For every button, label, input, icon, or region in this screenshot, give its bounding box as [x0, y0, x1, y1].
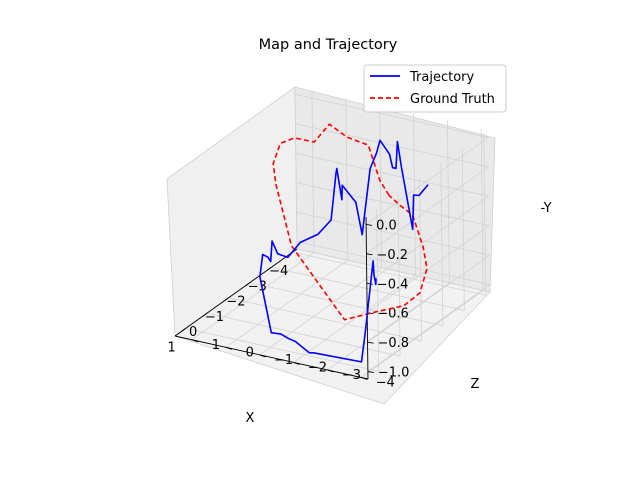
legend-label-trajectory: Trajectory — [409, 70, 474, 85]
x-tick-label-0: −4 — [269, 264, 288, 279]
x-tick-2 — [245, 282, 251, 286]
y-gridline-left-1 — [447, 120, 450, 283]
x-gridline-floor-2 — [249, 282, 443, 326]
z-gridline-left-5 — [295, 94, 489, 138]
z-gridline-back-4 — [366, 166, 489, 255]
z-tick-label-0: −1.0 — [378, 366, 410, 381]
y-tick-4 — [225, 346, 232, 350]
y-tick-label-2: −2 — [308, 360, 327, 375]
z-tick-1 — [367, 341, 374, 344]
y-gridline-floor-4 — [225, 259, 349, 348]
y-gridline-left-4 — [345, 98, 349, 261]
x-tick-5 — [181, 328, 186, 332]
z-tick-label-1: −0.8 — [378, 336, 410, 351]
y-gridline-left-5 — [311, 90, 315, 253]
z-axis-line — [365, 216, 369, 380]
x-gridline-back-4 — [397, 194, 401, 357]
y-tick-label-5: 1 — [212, 338, 220, 353]
x-tick-label-1: −3 — [248, 279, 267, 294]
axes: −4−3−2−101−4−3−2−101−1.0−0.8−0.6−0.4−0.2… — [168, 216, 410, 391]
x-tick-3 — [224, 297, 229, 302]
y-gridline-floor-5 — [191, 252, 315, 341]
x-gridline-floor-5 — [185, 328, 379, 372]
x-axis-label: X — [246, 411, 255, 426]
y-tick-0 — [361, 377, 368, 380]
y-gridline-floor-2 — [293, 275, 416, 363]
x-gridline-back-5 — [376, 209, 380, 372]
y-axis-label: Z — [471, 377, 480, 392]
x-axis-line — [174, 248, 298, 337]
y-gridline-floor-3 — [259, 267, 382, 356]
x-tick-label-2: −2 — [226, 295, 245, 310]
x-tick-label-3: −1 — [205, 310, 224, 325]
x-gridline-floor-3 — [228, 297, 422, 342]
z-tick-label-4: −0.2 — [377, 248, 409, 263]
z-tick-0 — [367, 371, 374, 374]
chart-title: Map and Trajectory — [259, 37, 398, 53]
y-gridline-left-3 — [379, 105, 382, 268]
series-line-ground-truth — [272, 123, 428, 321]
legend: Trajectory Ground Truth — [363, 64, 507, 113]
x-tick-label-4: 0 — [189, 325, 197, 340]
y-tick-3 — [259, 354, 266, 358]
z-tick-4 — [366, 253, 373, 256]
legend-label-ground-truth: Ground Truth — [410, 92, 495, 107]
x-gridline-floor-0 — [292, 251, 486, 296]
series-layer — [259, 123, 429, 363]
x-gridline-back-0 — [483, 133, 487, 296]
z-gridline-back-0 — [367, 284, 491, 372]
z-tick-label-3: −0.4 — [377, 277, 409, 292]
z-gridline-back-1 — [367, 254, 490, 343]
x-tick-1 — [267, 266, 272, 271]
z-tick-5 — [366, 223, 373, 226]
y-tick-label-1: −3 — [342, 368, 361, 383]
x-gridline-back-3 — [419, 178, 422, 341]
y-tick-1 — [327, 369, 334, 373]
y-tick-label-0: −4 — [376, 376, 395, 391]
y-tick-label-4: 0 — [246, 345, 254, 360]
y-gridline-left-0 — [480, 128, 484, 291]
z-tick-label-5: 0.0 — [376, 218, 397, 233]
y-tick-label-3: −1 — [274, 353, 293, 368]
z-tick-label-2: −0.6 — [377, 307, 409, 322]
y-tick-2 — [293, 361, 300, 365]
y-axis-line — [174, 335, 369, 380]
y-tick-5 — [191, 339, 199, 343]
z-axis-label: -Y — [540, 201, 551, 216]
x-gridline-floor-1 — [271, 266, 465, 311]
z-gridline-back-2 — [366, 225, 490, 314]
x-tick-4 — [202, 312, 208, 317]
series-line-trajectory — [259, 139, 429, 363]
z-gridline-back-3 — [366, 195, 490, 284]
x-gridline-back-1 — [461, 148, 465, 311]
y-gridline-floor-0 — [360, 290, 484, 378]
x-tick-label-5: 1 — [168, 340, 176, 355]
y-gridline-floor-1 — [327, 282, 450, 371]
z-gridline-back-5 — [365, 137, 489, 225]
